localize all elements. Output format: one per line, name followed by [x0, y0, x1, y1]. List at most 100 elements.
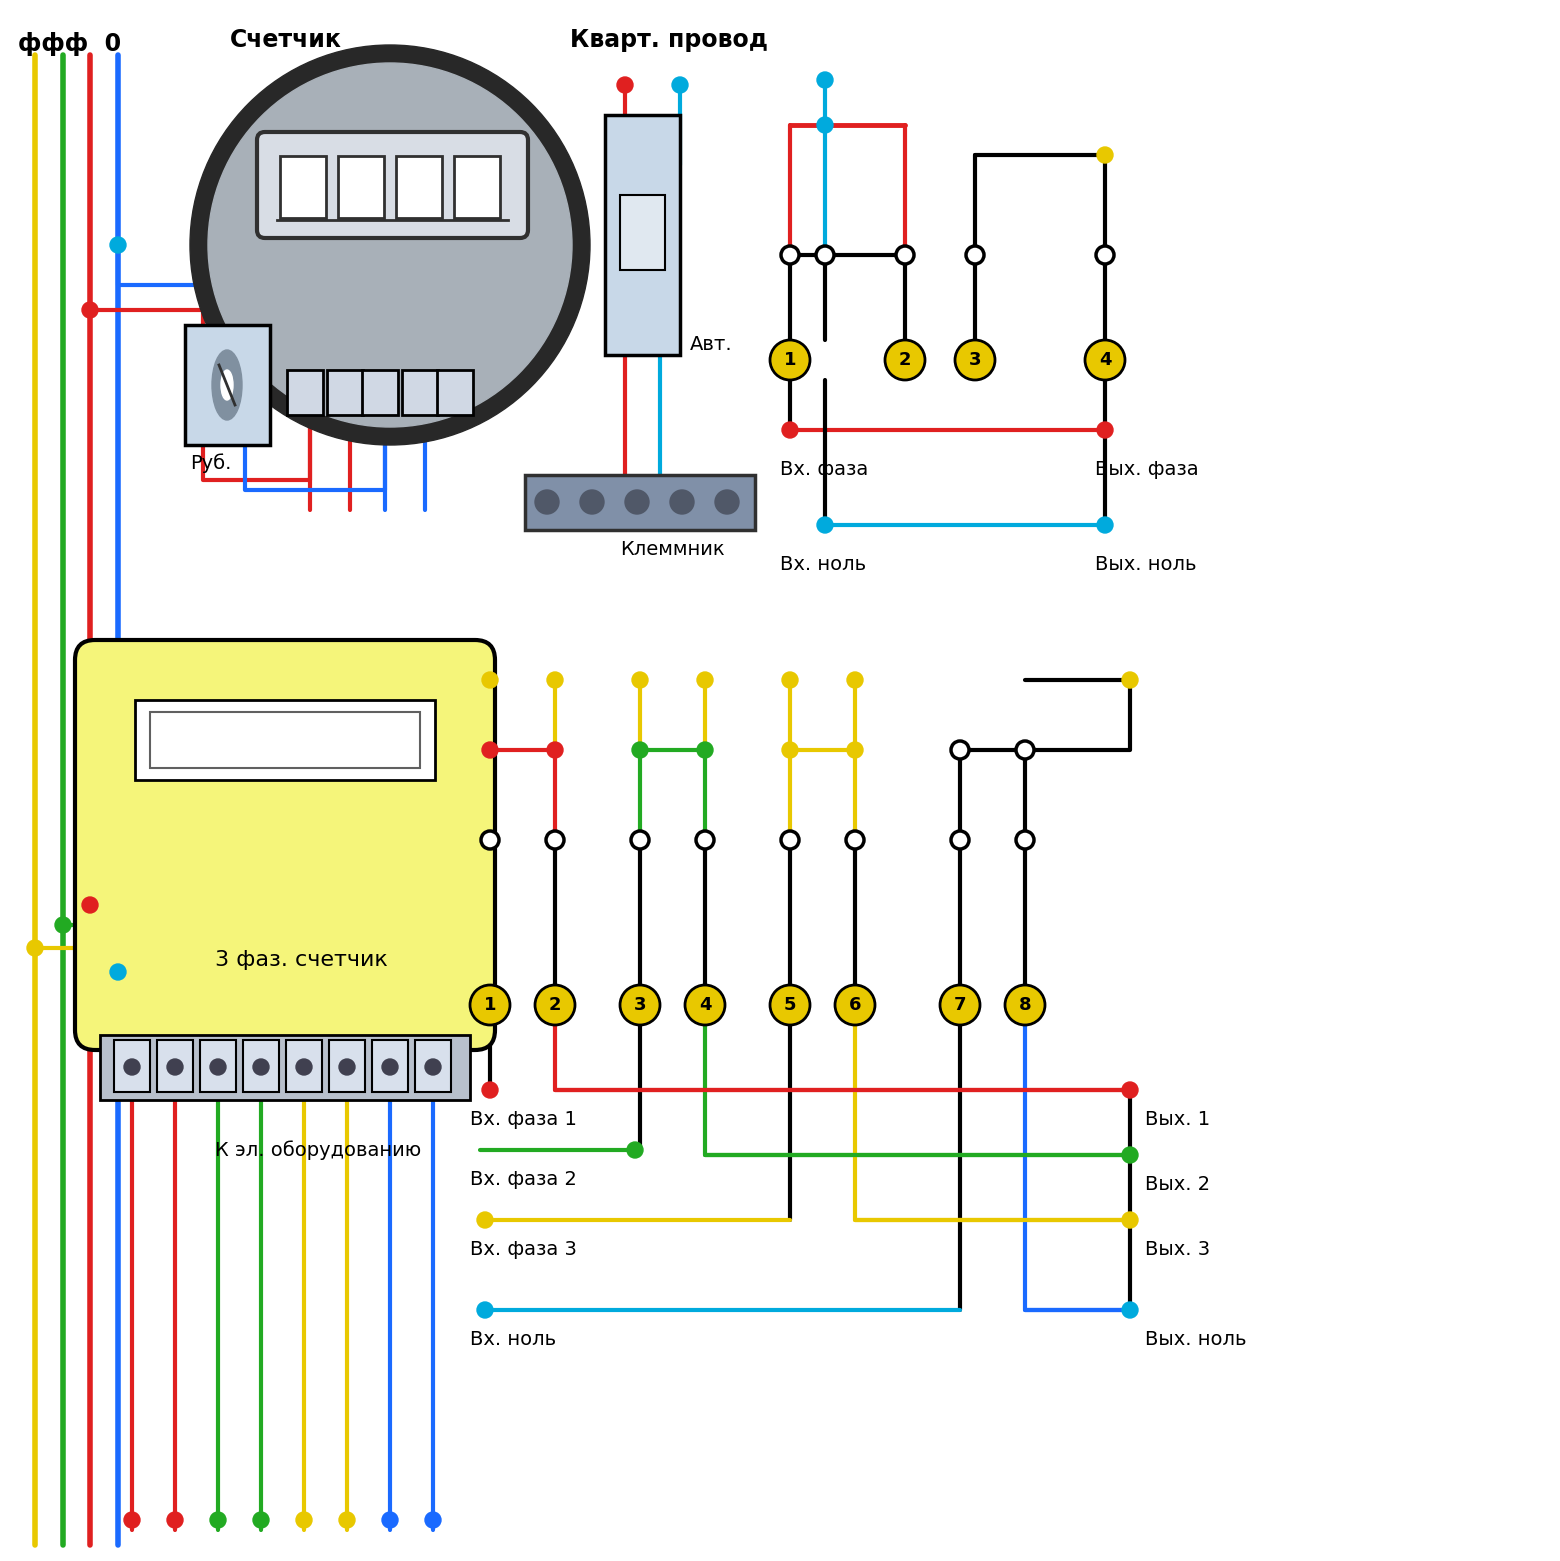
- Circle shape: [817, 117, 833, 133]
- Circle shape: [548, 741, 563, 759]
- Circle shape: [955, 340, 995, 379]
- Circle shape: [782, 830, 799, 849]
- Circle shape: [296, 1513, 312, 1528]
- Circle shape: [782, 421, 799, 439]
- Circle shape: [424, 1058, 441, 1076]
- Circle shape: [27, 940, 44, 955]
- Text: 4: 4: [1098, 351, 1111, 368]
- Text: 1: 1: [484, 996, 496, 1015]
- Bar: [437, 370, 473, 415]
- Circle shape: [835, 985, 875, 1026]
- Text: Клеммник: Клеммник: [619, 540, 725, 559]
- Bar: [200, 1040, 236, 1093]
- Text: Вых. ноль: Вых. ноль: [1095, 556, 1197, 574]
- Circle shape: [618, 76, 633, 94]
- Text: 3: 3: [633, 996, 646, 1015]
- Circle shape: [83, 898, 98, 913]
- Text: Авт.: Авт.: [690, 336, 733, 354]
- Bar: [371, 1040, 409, 1093]
- Text: Вых. 1: Вых. 1: [1145, 1110, 1211, 1129]
- Circle shape: [1016, 741, 1034, 759]
- Circle shape: [1122, 1302, 1137, 1317]
- Circle shape: [424, 1513, 441, 1528]
- Text: 3: 3: [969, 351, 981, 368]
- Bar: [279, 156, 326, 219]
- Bar: [287, 370, 323, 415]
- Bar: [454, 156, 501, 219]
- Circle shape: [1097, 147, 1112, 162]
- Text: Вых. 2: Вых. 2: [1145, 1175, 1211, 1194]
- Text: 8: 8: [1019, 996, 1031, 1015]
- Circle shape: [190, 45, 590, 445]
- Circle shape: [382, 1513, 398, 1528]
- Bar: [114, 1040, 150, 1093]
- Text: 1: 1: [783, 351, 796, 368]
- Ellipse shape: [222, 370, 232, 400]
- Bar: [150, 712, 420, 768]
- Circle shape: [1122, 1211, 1137, 1229]
- Bar: [329, 1040, 365, 1093]
- Text: Вх. фаза: Вх. фаза: [780, 460, 869, 479]
- Circle shape: [632, 671, 647, 688]
- Circle shape: [482, 741, 498, 759]
- Circle shape: [55, 916, 72, 933]
- Circle shape: [1097, 247, 1114, 264]
- Bar: [100, 1035, 470, 1101]
- Circle shape: [697, 741, 713, 759]
- Text: ффф  0: ффф 0: [19, 31, 122, 56]
- Bar: [362, 370, 398, 415]
- Circle shape: [782, 671, 799, 688]
- Circle shape: [480, 830, 499, 849]
- Circle shape: [535, 490, 558, 514]
- Circle shape: [111, 237, 126, 253]
- Text: Вх. фаза 2: Вх. фаза 2: [470, 1171, 577, 1189]
- Circle shape: [535, 985, 576, 1026]
- Circle shape: [477, 1302, 493, 1317]
- Circle shape: [626, 490, 649, 514]
- Circle shape: [847, 671, 863, 688]
- Circle shape: [619, 985, 660, 1026]
- Circle shape: [1122, 1082, 1137, 1097]
- Circle shape: [817, 72, 833, 87]
- FancyBboxPatch shape: [75, 640, 495, 1051]
- Text: 4: 4: [699, 996, 711, 1015]
- Circle shape: [339, 1513, 356, 1528]
- Text: 6: 6: [849, 996, 861, 1015]
- Circle shape: [339, 1058, 356, 1076]
- Circle shape: [482, 1082, 498, 1097]
- Circle shape: [470, 985, 510, 1026]
- Bar: [605, 116, 680, 354]
- Circle shape: [672, 76, 688, 94]
- Text: Кварт. провод: Кварт. провод: [569, 28, 768, 52]
- Bar: [285, 1040, 321, 1093]
- Bar: [339, 156, 384, 219]
- Circle shape: [771, 985, 810, 1026]
- Circle shape: [630, 830, 649, 849]
- Circle shape: [771, 340, 810, 379]
- Bar: [136, 699, 435, 780]
- Circle shape: [846, 830, 864, 849]
- Circle shape: [211, 1058, 226, 1076]
- Circle shape: [697, 671, 713, 688]
- Text: Вх. ноль: Вх. ноль: [780, 556, 866, 574]
- Text: 3 фаз. счетчик: 3 фаз. счетчик: [215, 951, 388, 969]
- Circle shape: [83, 301, 98, 318]
- Circle shape: [111, 965, 126, 980]
- Bar: [243, 1040, 279, 1093]
- Circle shape: [782, 247, 799, 264]
- Text: Вх. фаза 3: Вх. фаза 3: [470, 1239, 577, 1260]
- Text: К эл. оборудованию: К эл. оборудованию: [215, 1140, 421, 1160]
- Circle shape: [685, 985, 725, 1026]
- Text: Вх. фаза 1: Вх. фаза 1: [470, 1110, 577, 1129]
- Circle shape: [632, 741, 647, 759]
- Bar: [526, 475, 755, 531]
- Circle shape: [123, 1058, 140, 1076]
- Circle shape: [696, 830, 714, 849]
- Bar: [186, 325, 270, 445]
- Text: Счетчик: Счетчик: [229, 28, 342, 52]
- Circle shape: [1122, 1147, 1137, 1163]
- Bar: [328, 370, 363, 415]
- Circle shape: [941, 985, 980, 1026]
- Circle shape: [211, 1513, 226, 1528]
- Circle shape: [966, 247, 984, 264]
